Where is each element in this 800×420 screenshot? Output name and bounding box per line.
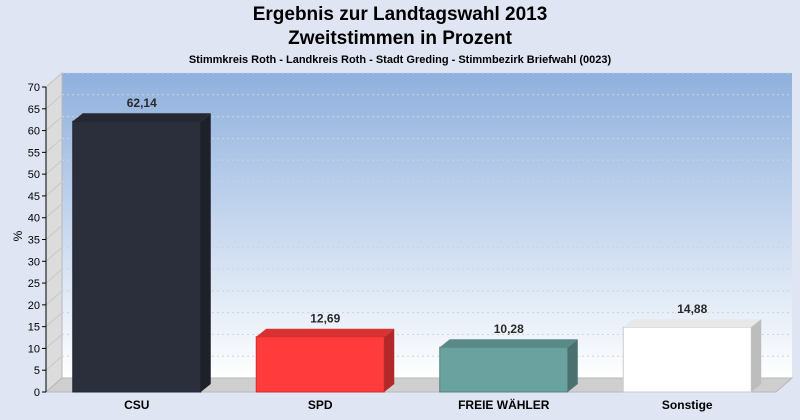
y-tick-label: 5 bbox=[34, 365, 40, 377]
gridline-side bbox=[45, 268, 63, 284]
gridline-side bbox=[45, 334, 63, 349]
bar-top-face bbox=[439, 339, 578, 348]
gridline-side bbox=[45, 312, 63, 328]
gridline-side bbox=[45, 94, 63, 110]
y-tick-label: 35 bbox=[28, 235, 40, 247]
y-tick-label: 45 bbox=[28, 191, 40, 203]
y-tick-label: 15 bbox=[28, 322, 40, 334]
gridline-side bbox=[45, 355, 63, 371]
gridline-side bbox=[45, 225, 63, 240]
y-tick-label: 70 bbox=[28, 82, 40, 94]
gridline-side bbox=[45, 137, 63, 153]
bar-sonstige bbox=[622, 326, 752, 393]
x-tick-label: FREIE WÄHLER bbox=[458, 397, 550, 412]
bar-top-face bbox=[256, 328, 395, 337]
data-label: 14,88 bbox=[677, 302, 707, 316]
data-label: 62,14 bbox=[127, 96, 157, 110]
chart-caption: Stimmkreis Roth - Landkreis Roth - Stadt… bbox=[188, 54, 612, 66]
x-tick-label: Sonstige bbox=[662, 398, 713, 412]
bar-spd bbox=[255, 336, 385, 393]
bar-side-face bbox=[751, 319, 762, 392]
gridline-side bbox=[45, 246, 63, 262]
gridline-side bbox=[45, 72, 63, 88]
y-tick-label: 50 bbox=[28, 169, 40, 181]
y-tick-label: 10 bbox=[28, 343, 40, 355]
y-tick-label: 60 bbox=[28, 126, 40, 138]
chart-title: Ergebnis zur Landtagswahl 2013 bbox=[252, 4, 548, 25]
bar-top-face bbox=[623, 319, 762, 328]
bar-side-face bbox=[567, 339, 578, 392]
y-tick-label: 20 bbox=[28, 300, 40, 312]
gridline-side bbox=[45, 290, 63, 306]
y-axis-label: % bbox=[11, 230, 25, 241]
gridline-side bbox=[45, 203, 63, 219]
gridline-side bbox=[45, 181, 63, 197]
bar-top-face bbox=[72, 113, 211, 122]
y-tick-label: 25 bbox=[28, 278, 40, 290]
data-label: 12,69 bbox=[310, 312, 340, 326]
bar-csu bbox=[72, 120, 202, 393]
x-tick-label: SPD bbox=[308, 398, 333, 412]
gridline-side bbox=[45, 159, 63, 175]
y-tick-label: 55 bbox=[28, 147, 40, 159]
bar-side-face bbox=[200, 113, 211, 393]
y-tick-label: 30 bbox=[28, 256, 40, 268]
gridline-side bbox=[45, 116, 63, 131]
y-tick-label: 40 bbox=[28, 213, 40, 225]
y-tick-label: 0 bbox=[34, 387, 40, 399]
bar-side-face bbox=[384, 328, 395, 392]
bar-freie-w-hler bbox=[439, 346, 569, 393]
chart-subtitle: Zweitstimmen in Prozent bbox=[288, 28, 512, 49]
data-label: 10,28 bbox=[494, 322, 524, 336]
y-tick-label: 65 bbox=[28, 104, 40, 116]
x-tick-label: CSU bbox=[124, 398, 149, 412]
